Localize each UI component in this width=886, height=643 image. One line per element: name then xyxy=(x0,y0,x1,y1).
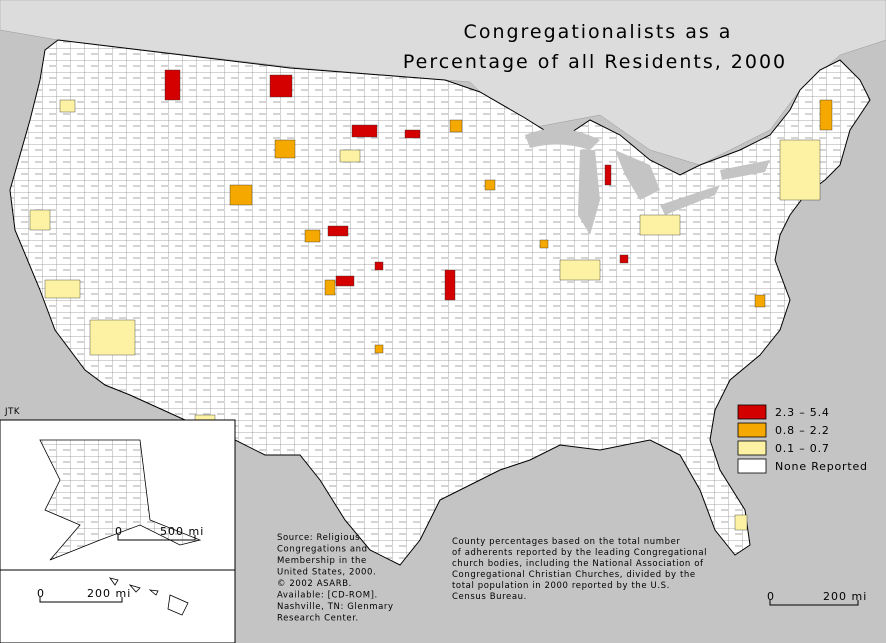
county-highlight xyxy=(269,74,293,98)
scale-start: 0 xyxy=(767,590,775,603)
county-highlight xyxy=(539,239,549,249)
county-highlight xyxy=(449,119,463,133)
lake-huron xyxy=(615,150,660,200)
hawaii-inset xyxy=(0,569,236,643)
county-highlight xyxy=(444,269,456,301)
lake-michigan xyxy=(578,150,600,235)
county-highlight xyxy=(754,294,766,308)
note-line: of adherents reported by the leading Con… xyxy=(452,548,707,558)
county-highlight xyxy=(335,275,355,287)
legend-label: 2.3 – 5.4 xyxy=(775,406,830,419)
scale-start: 0 xyxy=(115,525,123,538)
legend-label: 0.1 – 0.7 xyxy=(775,442,830,455)
map-title: Congregationalists as a xyxy=(464,21,733,43)
county-highlight xyxy=(484,179,496,191)
county-highlight xyxy=(164,69,181,101)
county-highlight xyxy=(734,514,748,531)
note-line: total population in 2000 reported by the… xyxy=(452,581,670,591)
county-highlight xyxy=(819,99,833,131)
county-highlight xyxy=(59,99,76,113)
legend-swatch xyxy=(737,458,767,474)
note-line: Census Bureau. xyxy=(452,592,527,602)
legend-label: 0.8 – 2.2 xyxy=(775,424,830,437)
source-line: Source: Religious xyxy=(277,533,360,543)
county-highlight xyxy=(639,214,681,236)
lake-ontario xyxy=(720,160,770,180)
legend-swatch xyxy=(737,404,767,420)
county-highlight xyxy=(324,279,336,296)
source: Source: Religious Congregations andMember… xyxy=(277,533,394,624)
source-line: United States, 2000. xyxy=(277,568,376,578)
county-highlight xyxy=(304,229,321,243)
county-highlight xyxy=(339,149,361,163)
source-line: Research Center. xyxy=(277,614,359,624)
scale-start: 0 xyxy=(37,587,45,600)
source-line: Membership in the xyxy=(277,556,367,566)
legend-swatch xyxy=(737,440,767,456)
source-line: © 2002 ASARB. xyxy=(277,579,352,589)
scale-bars: 0 500 mi 0 200 mi 0 200 mi xyxy=(37,525,867,606)
note-line: County percentages based on the total nu… xyxy=(452,537,681,547)
lake-erie xyxy=(660,185,720,215)
scale-end: 500 mi xyxy=(160,525,204,538)
scale-bar xyxy=(39,597,123,603)
note-line: church bodies, including the National As… xyxy=(452,559,704,569)
legend-label: None Reported xyxy=(775,460,868,473)
county-highlight xyxy=(619,254,629,264)
county-highlight xyxy=(44,279,81,299)
county-highlight xyxy=(229,184,253,206)
credit: JTK xyxy=(4,407,20,417)
source-line: Available: [CD-ROM]. xyxy=(277,591,378,601)
note: County percentages based on the total nu… xyxy=(452,537,707,602)
scale-bar xyxy=(769,600,859,606)
scale-end: 200 mi xyxy=(87,587,131,600)
source-line: Congregations and xyxy=(277,545,368,555)
county-highlight xyxy=(374,344,384,354)
county-highlight xyxy=(559,259,601,281)
county-highlight xyxy=(779,139,821,201)
lake-superior xyxy=(525,128,600,150)
county-highlight xyxy=(374,261,384,271)
hawaii xyxy=(109,577,189,616)
county-highlight xyxy=(351,124,378,138)
county-highlight xyxy=(89,319,136,356)
county-highlight xyxy=(327,225,349,237)
source-line: Nashville, TN: Glenmary xyxy=(277,602,394,612)
note-line: Congregational Christian Churches, divid… xyxy=(452,570,696,580)
county-highlight xyxy=(404,129,421,139)
legend-swatch xyxy=(737,422,767,438)
county-highlight xyxy=(274,139,296,159)
scale-end: 200 mi xyxy=(823,590,867,603)
county-highlight xyxy=(29,209,51,231)
scale-bar xyxy=(117,535,196,541)
county-highlight xyxy=(604,164,612,186)
legend: 2.3 – 5.4 0.8 – 2.2 0.1 – 0.7 None Reported xyxy=(737,404,868,474)
map-title: Percentage of all Residents, 2000 xyxy=(403,51,787,73)
county-highlights xyxy=(29,69,833,531)
alaska xyxy=(39,439,202,561)
